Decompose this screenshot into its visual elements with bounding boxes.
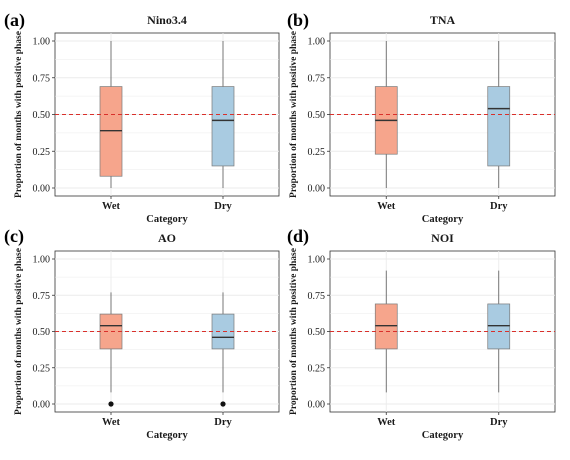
box-dry bbox=[211, 86, 235, 167]
box-dry bbox=[487, 303, 511, 350]
box-dry bbox=[487, 86, 511, 167]
panel-label: (a) bbox=[4, 10, 25, 31]
chart-title: AO bbox=[158, 231, 176, 245]
x-axis-title: Category bbox=[146, 430, 188, 441]
outlier-point bbox=[220, 401, 226, 407]
x-axis-title: Category bbox=[422, 430, 464, 441]
x-axis-title: Category bbox=[146, 214, 188, 225]
y-tick-label: 0.00 bbox=[33, 184, 51, 195]
y-tick-label: 0.50 bbox=[308, 110, 326, 121]
x-tick-label: Wet bbox=[377, 417, 396, 428]
chart-panel-2: 0.00 0.25 0.50 0.75 1.00 Wet Dry TNA Category Pro… bbox=[287, 10, 556, 225]
box-wet bbox=[374, 303, 398, 350]
y-tick-label: 1.00 bbox=[33, 37, 51, 48]
y-tick-label: 0.25 bbox=[308, 363, 326, 374]
y-tick-label: 0.00 bbox=[308, 400, 326, 411]
box-wet bbox=[99, 86, 123, 177]
x-tick-label: Dry bbox=[490, 417, 508, 428]
chart-title: TNA bbox=[430, 13, 456, 27]
y-tick-label: 0.00 bbox=[308, 184, 326, 195]
chart-title: Nino3.4 bbox=[147, 13, 187, 27]
y-tick-label: 0.75 bbox=[33, 291, 51, 302]
y-tick-label: 1.00 bbox=[308, 255, 326, 266]
x-tick-label: Wet bbox=[102, 201, 121, 212]
y-tick-label: 1.00 bbox=[33, 255, 51, 266]
panel-label: (c) bbox=[4, 226, 24, 247]
y-tick-label: 1.00 bbox=[308, 37, 326, 48]
y-tick-label: 0.25 bbox=[33, 147, 51, 158]
chart-panel-3: 0.00 0.25 0.50 0.75 1.00 Wet Dry AO Category Prop… bbox=[4, 226, 280, 441]
y-axis-title: Proportion of months with positive phase bbox=[289, 248, 299, 415]
chart-panel-4: 0.00 0.25 0.50 0.75 1.00 Wet Dry NOI Category Pro… bbox=[287, 226, 556, 441]
x-axis-title: Category bbox=[422, 214, 464, 225]
y-tick-label: 0.25 bbox=[308, 147, 326, 158]
chart-title: NOI bbox=[431, 231, 454, 245]
y-tick-label: 0.50 bbox=[33, 110, 51, 121]
panel-label: (d) bbox=[287, 226, 309, 247]
x-tick-label: Wet bbox=[377, 201, 396, 212]
y-axis-title: Proportion of months with positive phase bbox=[14, 248, 24, 415]
x-tick-label: Wet bbox=[102, 417, 121, 428]
x-tick-label: Dry bbox=[214, 201, 232, 212]
y-tick-label: 0.50 bbox=[308, 327, 326, 338]
y-axis-title: Proportion of months with positive phase bbox=[14, 31, 24, 198]
y-axis-title: Proportion of months with positive phase bbox=[289, 31, 299, 198]
y-tick-label: 0.75 bbox=[33, 73, 51, 84]
y-tick-label: 0.50 bbox=[33, 327, 51, 338]
outlier-point bbox=[108, 401, 114, 407]
chart-panel-1: 0.00 0.25 0.50 0.75 1.00 Wet Dry Nino3.4 Categor… bbox=[4, 10, 280, 225]
y-tick-label: 0.25 bbox=[33, 363, 51, 374]
x-tick-label: Dry bbox=[490, 201, 508, 212]
y-tick-label: 0.75 bbox=[308, 73, 326, 84]
panel-label: (b) bbox=[287, 10, 309, 31]
y-tick-label: 0.75 bbox=[308, 291, 326, 302]
x-tick-label: Dry bbox=[214, 417, 232, 428]
y-tick-label: 0.00 bbox=[33, 400, 51, 411]
